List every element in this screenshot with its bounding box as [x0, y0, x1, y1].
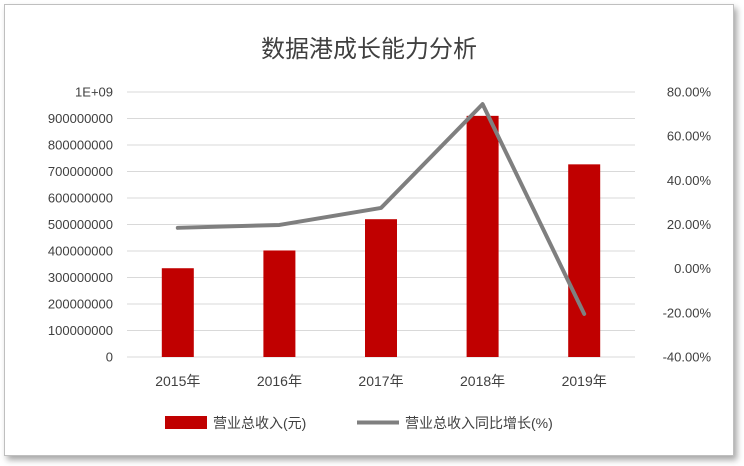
left-tick-label: 1E+09 — [75, 85, 113, 100]
right-tick-label: -40.00% — [663, 350, 712, 365]
left-axis-ticks: 0 100000000 200000000 300000000 400000000 500… — [48, 85, 113, 365]
right-axis-ticks: -40.00% -20.00% 0.00% 20.00% 40.00% 60.00% 80.… — [663, 85, 712, 365]
right-tick-label: 20.00% — [667, 217, 712, 232]
category-label: 2019年 — [562, 373, 607, 389]
bar — [263, 250, 296, 357]
bar — [466, 115, 499, 357]
left-tick-label: 300000000 — [48, 270, 113, 285]
left-tick-label: 0 — [106, 350, 113, 365]
bar-series — [161, 115, 601, 357]
category-label: 2016年 — [257, 373, 302, 389]
left-tick-label: 500000000 — [48, 217, 113, 232]
bar — [161, 268, 194, 357]
chart-canvas: 数据港成长能力分析 0 100000000 200000000 300000000 40… — [48, 36, 712, 431]
legend-swatch-revenue — [165, 416, 207, 429]
legend-label-revenue: 营业总收入(元) — [213, 415, 306, 431]
category-axis-labels: 2015年 2016年 2017年 2018年 2019年 — [155, 373, 607, 389]
left-tick-label: 200000000 — [48, 297, 113, 312]
chart-frame: 数据港成长能力分析 0 100000000 200000000 300000000 40… — [4, 4, 734, 456]
bar — [365, 219, 397, 357]
category-label: 2018年 — [460, 373, 505, 389]
legend: 营业总收入(元) 营业总收入同比增长(%) — [165, 415, 553, 431]
legend-label-growth: 营业总收入同比增长(%) — [405, 415, 553, 431]
bar — [568, 164, 601, 357]
right-tick-label: 60.00% — [667, 129, 712, 144]
left-tick-label: 700000000 — [48, 164, 113, 179]
left-tick-label: 600000000 — [48, 191, 113, 206]
left-tick-label: 100000000 — [48, 323, 113, 338]
line-series — [175, 102, 587, 316]
category-label: 2015年 — [155, 373, 200, 389]
left-tick-label: 900000000 — [48, 111, 113, 126]
left-tick-label: 800000000 — [48, 138, 113, 153]
category-label: 2017年 — [358, 373, 403, 389]
right-tick-label: 0.00% — [674, 261, 711, 276]
chart-title: 数据港成长能力分析 — [261, 36, 477, 63]
right-tick-label: 80.00% — [667, 85, 712, 100]
left-tick-label: 400000000 — [48, 244, 113, 259]
right-tick-label: 40.00% — [667, 173, 712, 188]
right-tick-label: -20.00% — [663, 305, 712, 320]
